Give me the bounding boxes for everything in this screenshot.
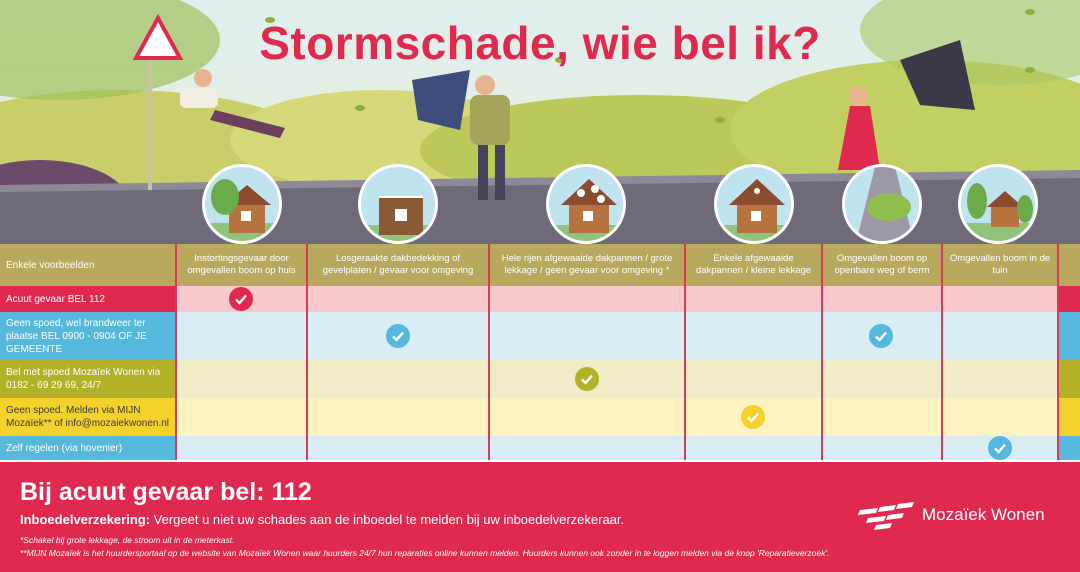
column-divider [941,244,943,460]
insurance-label: Inboedelverzekering: [20,512,151,527]
mozaiek-logo: Mozaïek Wonen [858,500,1045,530]
table-header-row: Enkele voorbeelden Instortingsgevaar doo… [0,244,1080,286]
check-icon [386,324,410,348]
check-icon [575,367,599,391]
table-row: Geen spoed, wel brandweer ter plaatse BE… [0,312,1080,360]
row-color-bar [1058,360,1080,398]
column-divider [821,244,823,460]
footnote-portal: **MIJN Mozaïek is het huurdersportaal op… [20,548,830,558]
table-row: Geen spoed. Melden via MIJN Mozaïek** of… [0,398,1080,436]
column-header: Hele rijen afgewaaide dakpannen / grote … [501,253,673,276]
hero-illustration: Stormschade, wie bel ik? [0,0,1080,244]
row-label: Bel met spoed Mozaïek Wonen via 0182 - 6… [0,360,176,398]
row-color-bar [1058,398,1080,436]
insurance-line: Inboedelverzekering: Vergeet u niet uw s… [20,512,624,527]
row-label: Geen spoed, wel brandweer ter plaatse BE… [0,312,176,360]
missing-tiles-house-icon [546,164,626,244]
row-label: Zelf regelen (via hovenier) [0,436,176,460]
corner-label: Enkele voorbeelden [6,259,95,271]
footnote-leakage: *Schakel bij grote lekkage, de stroom ui… [20,535,235,545]
check-icon [869,324,893,348]
column-header: Instortingsgevaar door omgevallen boom o… [187,253,296,276]
mozaiek-logo-icon [858,502,914,530]
page-title: Stormschade, wie bel ik? [259,17,821,69]
column-header: Omgevallen boom in de tuin [949,253,1051,276]
damaged-roof-house-icon [358,164,438,244]
column-header: Omgevallen boom op openbare weg of berm [834,253,930,276]
column-divider [488,244,490,460]
row-label: Acuut gevaar BEL 112 [0,286,176,312]
row-color-bar [1058,436,1080,460]
table-row: Bel met spoed Mozaïek Wonen via 0182 - 6… [0,360,1080,398]
column-divider [684,244,686,460]
insurance-text: Vergeet u niet uw schades aan de inboede… [150,512,625,527]
check-icon [988,436,1012,460]
row-color-bar [1058,312,1080,360]
table-row: Acuut gevaar BEL 112 [0,286,1080,312]
column-divider [1057,244,1059,460]
tree-in-garden-icon [958,164,1038,244]
table-row: Zelf regelen (via hovenier) [0,436,1080,460]
check-icon [229,287,253,311]
column-divider [175,244,177,460]
row-color-bar [1058,286,1080,312]
tree-on-house-icon [202,164,282,244]
logo-text: Mozaïek Wonen [922,505,1045,524]
column-divider [306,244,308,460]
check-icon [741,405,765,429]
footer-banner: Bij acuut gevaar bel: 112 Inboedelverzek… [0,462,1080,572]
tree-on-road-icon [842,164,922,244]
few-tiles-house-icon [714,164,794,244]
row-label: Geen spoed. Melden via MIJN Mozaïek** of… [0,398,176,436]
column-header: Losgeraakte dakbedekking of gevelplaten … [322,253,474,276]
emergency-headline: Bij acuut gevaar bel: 112 [20,478,312,506]
column-header: Enkele afgewaaide dakpannen / kleine lek… [695,253,812,276]
